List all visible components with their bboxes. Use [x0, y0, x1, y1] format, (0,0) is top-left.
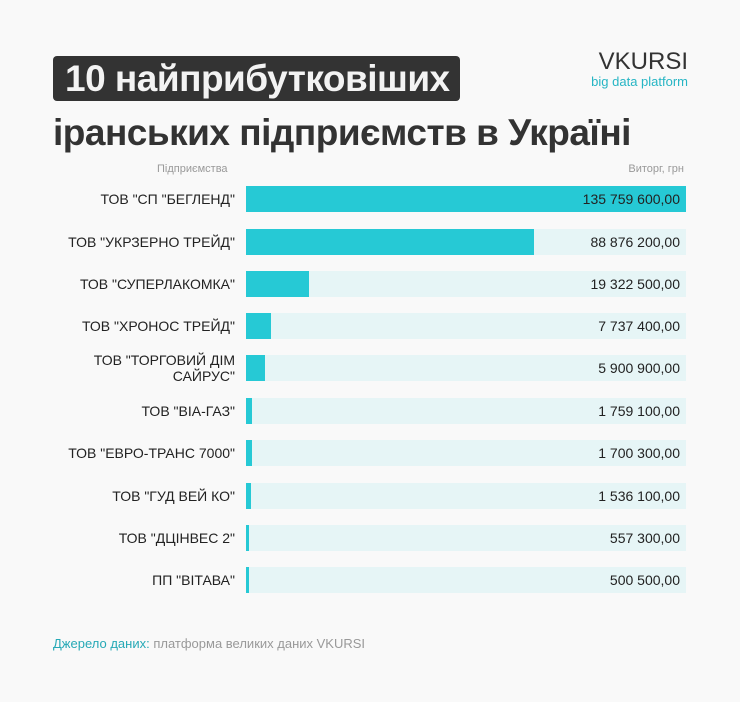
bar-label: ТОВ "ТОРГОВИЙ ДІМ САЙРУС"	[93, 352, 235, 384]
bar-label: ТОВ "СУПЕРЛАКОМКА"	[79, 276, 235, 292]
value-label: 1 536 100,00	[598, 488, 680, 504]
bar	[246, 483, 251, 509]
bar-row: ТОВ "ЕВРО-ТРАНС 7000" 1 700 300,00	[0, 439, 740, 467]
value-label: 19 322 500,00	[590, 276, 680, 292]
bar-label: ТОВ "ГУД ВЕЙ КО"	[112, 488, 235, 504]
value-label: 1 759 100,00	[598, 403, 680, 419]
logo: VKURSI big data platform	[591, 49, 688, 89]
title-line-2: іранських підприємств в Україні	[53, 112, 631, 153]
bar-track: 1 700 300,00	[246, 440, 686, 466]
title-line-1: 10 найприбутковіших	[53, 56, 460, 101]
bar-track: 7 737 400,00	[246, 313, 686, 339]
bar-label: ТОВ "ДЦІНВЕС 2"	[118, 530, 235, 546]
source-note: Джерело даних: платформа великих даних V…	[53, 636, 365, 651]
bar-row: ТОВ "ХРОНОС ТРЕЙД" 7 737 400,00	[0, 312, 740, 340]
bar	[246, 567, 249, 593]
bar	[246, 525, 249, 551]
bar-label: ТОВ "ВІА-ГАЗ"	[141, 403, 236, 419]
source-label: Джерело даних:	[53, 636, 150, 651]
bar-track: 557 300,00	[246, 525, 686, 551]
bar	[246, 229, 535, 255]
column-header-revenue: Виторг, грн	[628, 163, 684, 175]
bar-track: 5 900 900,00	[246, 355, 686, 381]
bar-row: ТОВ "СУПЕРЛАКОМКА" 19 322 500,00	[0, 270, 740, 298]
bar-row: ПП "ВІТАВА" 500 500,00	[0, 566, 740, 594]
bar-track: 1 759 100,00	[246, 398, 686, 424]
column-header-company: Підприємства	[157, 163, 228, 175]
bar-row: ТОВ "УКРЗЕРНО ТРЕЙД" 88 876 200,00	[0, 228, 740, 256]
bar	[246, 398, 252, 424]
bar	[246, 440, 252, 466]
bar-row: ТОВ "ДЦІНВЕС 2" 557 300,00	[0, 524, 740, 552]
bar-label: ТОВ "ХРОНОС ТРЕЙД"	[81, 318, 235, 334]
bar-row: ТОВ "ВІА-ГАЗ" 1 759 100,00	[0, 397, 740, 425]
value-label: 500 500,00	[609, 572, 680, 588]
bar-label: ПП "ВІТАВА"	[152, 572, 235, 588]
bar-label: ТОВ "ЕВРО-ТРАНС 7000"	[68, 445, 235, 461]
bar-track: 1 536 100,00	[246, 483, 686, 509]
bar-label: ТОВ "УКРЗЕРНО ТРЕЙД"	[68, 234, 235, 250]
value-label: 135 759 600,00	[582, 191, 680, 207]
bar	[246, 271, 309, 297]
bar-row: ТОВ "ТОРГОВИЙ ДІМ САЙРУС" 5 900 900,00	[0, 352, 740, 384]
value-label: 88 876 200,00	[590, 234, 680, 250]
bar-label: ТОВ "СП "БЕГЛЕНД"	[100, 191, 235, 207]
bar-track: 500 500,00	[246, 567, 686, 593]
bar	[246, 355, 266, 381]
value-label: 1 700 300,00	[598, 445, 680, 461]
bar-track: 135 759 600,00	[246, 186, 686, 212]
logo-tagline: big data platform	[591, 74, 688, 89]
value-label: 557 300,00	[609, 530, 680, 546]
bar-track: 88 876 200,00	[246, 229, 686, 255]
logo-name: VKURSI	[598, 48, 688, 75]
bar	[246, 313, 272, 339]
value-label: 5 900 900,00	[598, 360, 680, 376]
source-text: платформа великих даних VKURSI	[153, 636, 366, 651]
bar-row: ТОВ "ГУД ВЕЙ КО" 1 536 100,00	[0, 482, 740, 510]
bar	[246, 186, 686, 212]
bar-track: 19 322 500,00	[246, 271, 686, 297]
bar-row: ТОВ "СП "БЕГЛЕНД" 135 759 600,00	[0, 185, 740, 213]
value-label: 7 737 400,00	[598, 318, 680, 334]
